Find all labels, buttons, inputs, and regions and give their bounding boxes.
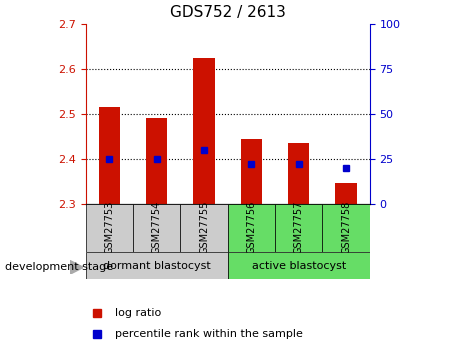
Bar <box>322 204 370 252</box>
Bar <box>336 183 357 204</box>
Text: GSM27753: GSM27753 <box>104 201 115 254</box>
Bar <box>288 143 309 204</box>
Bar <box>99 107 120 204</box>
Bar <box>133 204 180 252</box>
Bar <box>228 252 370 279</box>
Bar <box>146 118 167 204</box>
Text: GSM27757: GSM27757 <box>294 201 304 254</box>
Text: dormant blastocyst: dormant blastocyst <box>103 261 211 270</box>
Polygon shape <box>70 260 83 274</box>
Bar <box>228 204 275 252</box>
Text: GSM27758: GSM27758 <box>341 201 351 254</box>
Text: GSM27754: GSM27754 <box>152 201 162 254</box>
Text: GSM27755: GSM27755 <box>199 201 209 254</box>
Text: active blastocyst: active blastocyst <box>252 261 346 270</box>
Title: GDS752 / 2613: GDS752 / 2613 <box>170 5 285 20</box>
Bar <box>86 252 228 279</box>
Bar <box>180 204 228 252</box>
Text: GSM27756: GSM27756 <box>246 201 257 254</box>
Bar <box>86 204 133 252</box>
Bar <box>275 204 322 252</box>
Bar <box>241 139 262 204</box>
Text: log ratio: log ratio <box>115 308 161 318</box>
Text: development stage: development stage <box>5 263 113 272</box>
Text: percentile rank within the sample: percentile rank within the sample <box>115 329 303 339</box>
Bar <box>193 58 215 204</box>
